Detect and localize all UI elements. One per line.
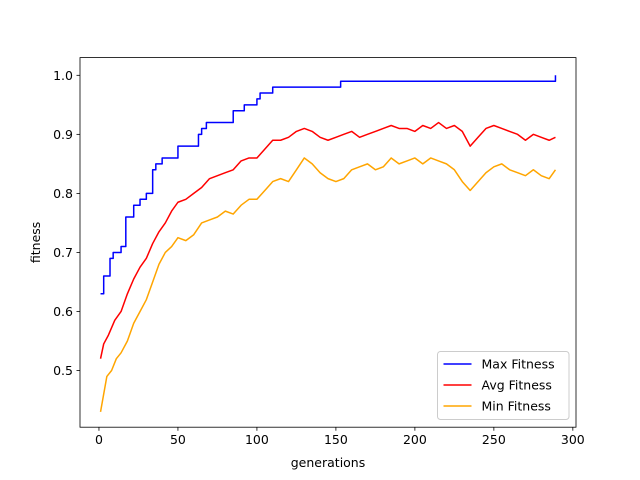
legend-label-min-fitness: Min Fitness xyxy=(482,399,551,414)
x-tick-label: 300 xyxy=(561,432,585,447)
x-axis-label: generations xyxy=(291,455,366,470)
legend: Max Fitness Avg Fitness Min Fitness xyxy=(437,351,570,420)
series-layer xyxy=(99,75,557,412)
y-tick-label: 0.5 xyxy=(53,363,73,378)
y-tick-label: 0.8 xyxy=(53,186,73,201)
x-tick-label: 200 xyxy=(403,432,427,447)
y-tick-label: 0.7 xyxy=(53,245,73,260)
legend-label-avg-fitness: Avg Fitness xyxy=(482,378,552,393)
series-line-min-fitness xyxy=(99,157,557,412)
x-tick-label: 50 xyxy=(170,432,186,447)
legend-label-max-fitness: Max Fitness xyxy=(482,357,555,372)
y-axis-label: fitness xyxy=(28,222,43,263)
series-line-avg-fitness xyxy=(99,121,556,359)
y-tick-label: 1.0 xyxy=(53,68,73,83)
y-axis: 0.5 0.6 0.7 0.8 0.9 1.0 xyxy=(53,68,80,378)
x-axis: 0 50 100 150 200 250 300 xyxy=(95,427,585,447)
legend-box xyxy=(437,351,570,420)
x-tick-label: 150 xyxy=(324,432,348,447)
y-tick-label: 0.6 xyxy=(53,304,73,319)
plot-frame xyxy=(79,57,577,428)
y-tick-label: 0.9 xyxy=(53,127,73,142)
x-tick-label: 100 xyxy=(245,432,269,447)
x-tick-label: 0 xyxy=(95,432,103,447)
x-tick-label: 250 xyxy=(482,432,506,447)
series-line-max-fitness xyxy=(100,75,557,295)
